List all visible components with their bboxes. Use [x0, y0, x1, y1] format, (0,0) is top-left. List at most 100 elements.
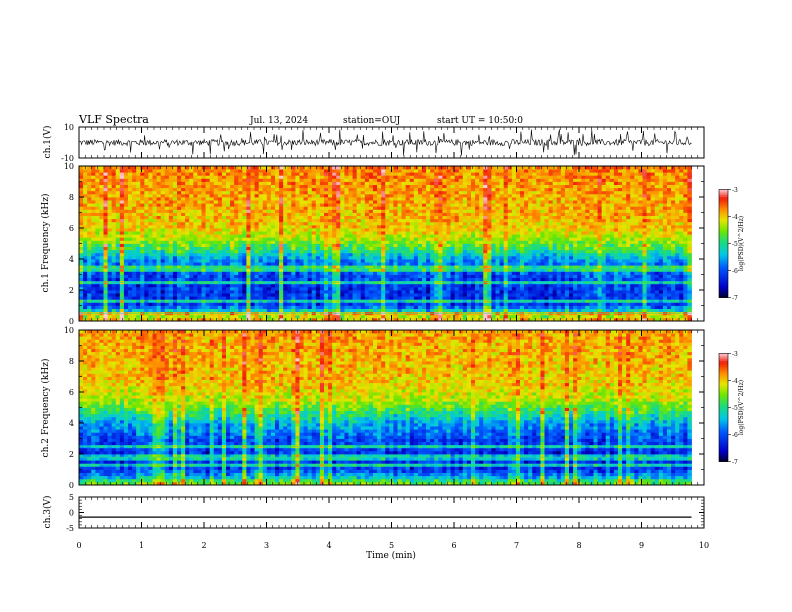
spectrogram-cell — [422, 184, 427, 189]
spectrogram-cell — [95, 249, 100, 254]
spectrogram-cell — [152, 262, 157, 266]
spectrogram-cell — [164, 296, 170, 300]
spectrogram-cell — [197, 277, 202, 282]
spectrogram-cell — [356, 262, 362, 266]
spectrogram-cell — [287, 274, 292, 278]
spectrogram-cell — [373, 181, 378, 185]
spectrogram-cell — [242, 218, 247, 223]
spectrogram-cell — [348, 197, 353, 201]
spectrogram-cell — [462, 200, 468, 204]
spectrogram-cell — [475, 178, 480, 182]
spectrogram-cell — [144, 209, 149, 213]
spectrogram-cell — [266, 197, 272, 201]
spectrogram-cell — [438, 166, 443, 170]
spectrogram-cell — [344, 286, 349, 291]
spectrogram-cell — [340, 252, 345, 257]
spectrogram-cell — [450, 271, 456, 275]
spectrogram-cell — [205, 237, 211, 241]
spectrogram-cell — [332, 231, 337, 235]
spectrogram-cell — [458, 172, 464, 176]
spectrogram-cell — [377, 221, 382, 226]
spectrogram-cell — [136, 200, 141, 204]
spectrogram-cell — [189, 274, 194, 278]
spectrogram-cell — [213, 283, 219, 288]
spectrogram-cell — [226, 228, 231, 232]
spectrogram-cell — [99, 228, 104, 232]
spectrogram-cell — [213, 259, 219, 263]
spectrogram-cell — [434, 172, 439, 176]
spectrogram-cell — [234, 237, 239, 241]
spectrogram-cell — [422, 252, 427, 257]
spectrogram-cell — [450, 169, 456, 173]
spectrogram-cell — [205, 265, 211, 269]
spectrogram-cell — [397, 172, 402, 176]
spectrogram-cell — [430, 172, 435, 176]
spectrogram-cell — [454, 252, 460, 257]
spectrogram-cell — [197, 240, 202, 244]
spectrogram-cell — [270, 286, 276, 291]
spectrogram-cell — [83, 203, 88, 207]
spectrogram-cell — [295, 308, 300, 313]
spectrogram-cell — [475, 169, 480, 173]
spectrogram-cell — [136, 206, 141, 210]
spectrogram-cell — [79, 193, 84, 198]
spectrogram-cell — [332, 203, 337, 207]
spectrogram-cell — [144, 231, 149, 235]
spectrogram-cell — [422, 290, 427, 294]
spectrogram-cell — [115, 268, 121, 272]
spectrogram-cell — [144, 218, 149, 223]
spectrogram-cell — [405, 169, 411, 173]
spectrogram-cell — [246, 283, 251, 288]
spectrogram-cell — [266, 308, 272, 313]
ch1-waveform-yticks: 10-10 — [61, 123, 704, 163]
spectrogram-cell — [213, 277, 219, 282]
spectrogram-cell — [397, 293, 402, 297]
spectrogram-cell — [328, 218, 333, 223]
spectrogram-cell — [352, 197, 358, 201]
spectrogram-cell — [95, 224, 100, 229]
spectrogram-cell — [79, 240, 84, 244]
spectrogram-cell — [115, 175, 121, 179]
spectrogram-cell — [446, 246, 451, 251]
spectrogram-cell — [262, 293, 268, 297]
spectrogram-cell — [283, 259, 288, 263]
spectrogram-cell — [299, 234, 304, 238]
spectrogram-cell — [303, 203, 309, 207]
spectrogram-cell — [234, 268, 239, 272]
spectrogram-cell — [91, 259, 96, 263]
spectrogram-cell — [462, 293, 468, 297]
spectrogram-cell — [295, 265, 300, 269]
spectrogram-cell — [373, 249, 378, 254]
spectrogram-cell — [446, 286, 451, 291]
spectrogram-cell — [238, 231, 243, 235]
spectrogram-cell — [172, 249, 178, 254]
spectrogram-cell — [373, 305, 378, 309]
spectrogram-cell — [348, 166, 353, 170]
spectrogram-cell — [479, 190, 484, 195]
spectrogram-cell — [332, 240, 337, 244]
spectrogram-cell — [242, 190, 247, 195]
spectrogram-cell — [438, 175, 443, 179]
spectrogram-cell — [79, 271, 84, 275]
spectrogram-cell — [422, 169, 427, 173]
spectrogram-cell — [119, 286, 125, 291]
spectrogram-cell — [368, 193, 374, 198]
spectrogram-cell — [303, 317, 309, 322]
spectrogram-cell — [197, 296, 202, 300]
spectrogram-cell — [307, 293, 313, 297]
spectrogram-cell — [181, 302, 186, 306]
spectrogram-cell — [450, 274, 456, 278]
spectrogram-cell — [336, 172, 341, 176]
spectrogram-cell — [307, 283, 313, 288]
spectrogram-cell — [360, 259, 366, 263]
spectrogram-cell — [373, 268, 378, 272]
spectrogram-cell — [462, 212, 468, 216]
spectrogram-cell — [450, 212, 456, 216]
spectrogram-cell — [328, 240, 333, 244]
spectrogram-cell — [213, 206, 219, 210]
spectrogram-cell — [181, 308, 186, 313]
spectrogram-cell — [299, 283, 304, 288]
spectrogram-cell — [324, 193, 329, 198]
spectrogram-cell — [340, 224, 345, 229]
spectrogram-cell — [381, 249, 386, 254]
